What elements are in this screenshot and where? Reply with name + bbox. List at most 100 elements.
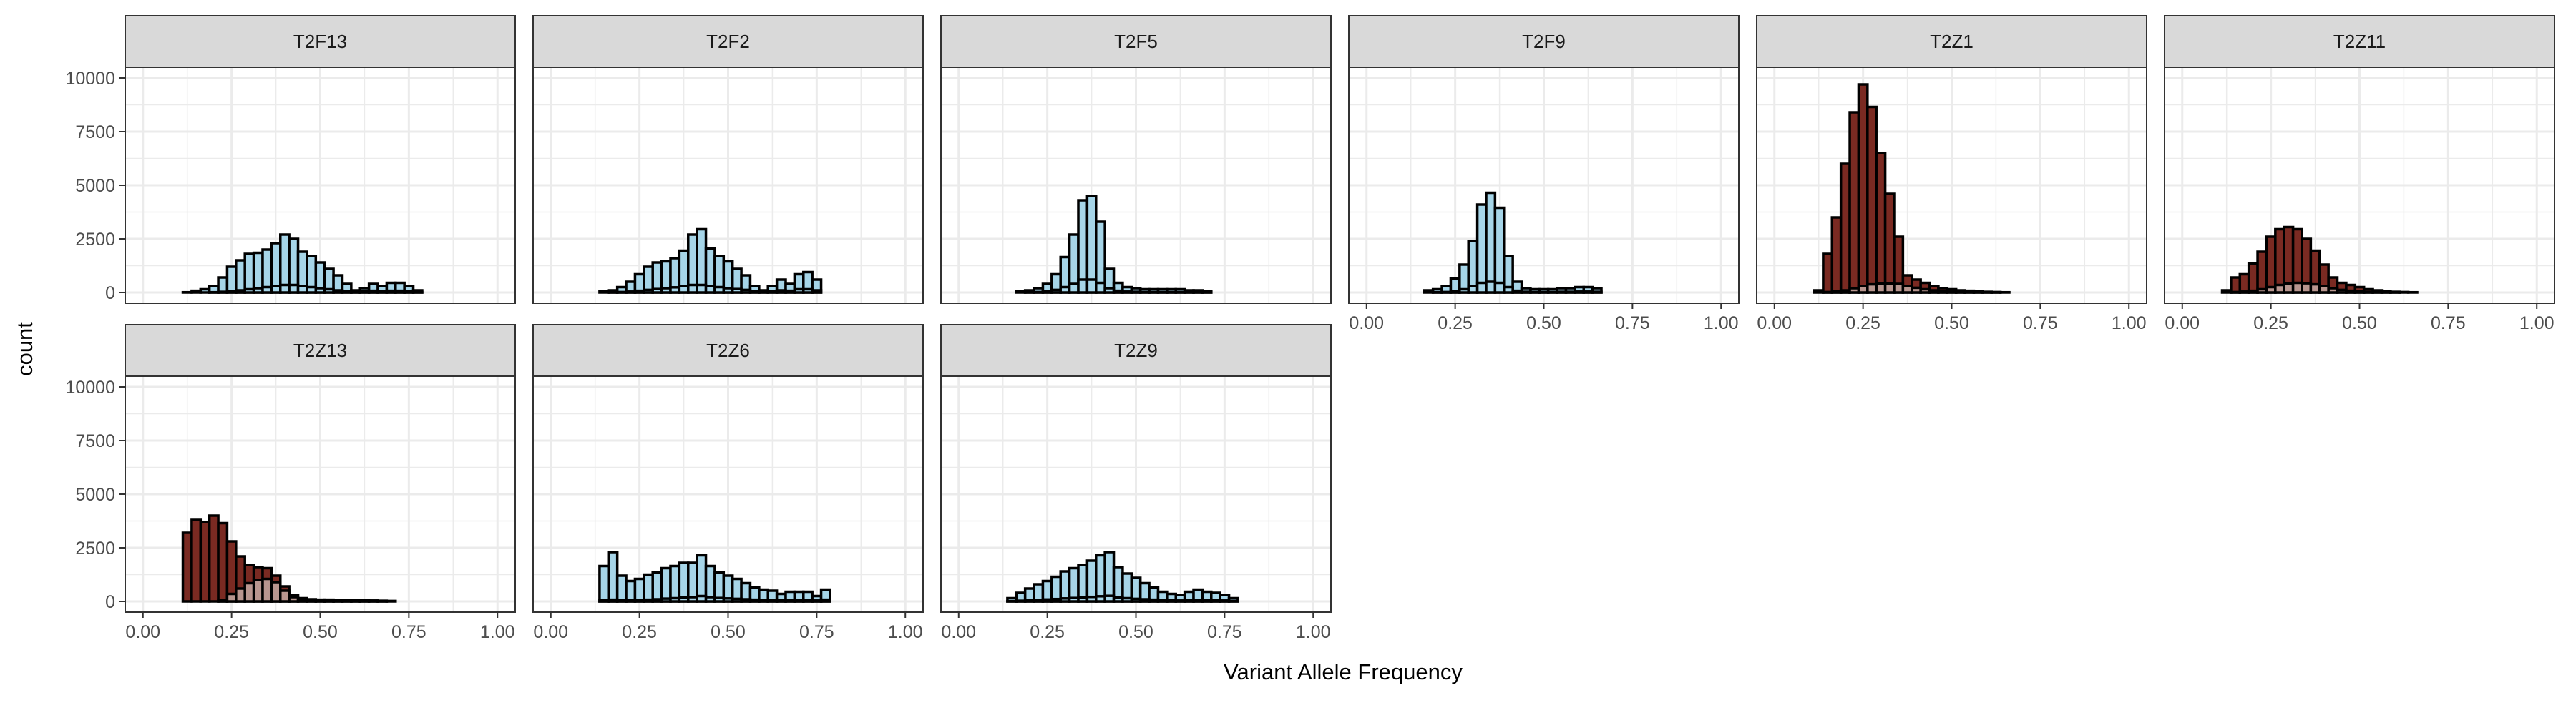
histogram-overlay-bar — [768, 291, 776, 292]
histogram-overlay-bar — [697, 596, 706, 602]
histogram-overlay-bar — [777, 290, 786, 292]
histogram-overlay-bar — [2284, 283, 2293, 292]
facet-strip-label: T2Z9 — [1114, 340, 1158, 361]
histogram-overlay-bar — [794, 600, 803, 601]
histogram-overlay-bar — [1513, 291, 1521, 292]
histogram-overlay-bar — [635, 600, 643, 601]
histogram-overlay-bar — [2249, 291, 2258, 292]
x-tick-label: 0.00 — [125, 622, 160, 642]
histogram-bar — [1424, 290, 1433, 292]
histogram-bar — [653, 573, 661, 602]
histogram-overlay-bar — [1894, 284, 1903, 292]
histogram-bar — [1815, 290, 1823, 292]
y-tick-label: 0 — [105, 283, 115, 303]
histogram-overlay-bar — [342, 291, 351, 292]
histogram-overlay-bar — [608, 600, 617, 601]
histogram-overlay-bar — [2275, 285, 2284, 293]
histogram-overlay-bar — [1194, 600, 1202, 601]
histogram-overlay-bar — [662, 599, 670, 601]
histogram-bar — [1078, 565, 1087, 601]
histogram-overlay-bar — [404, 292, 413, 293]
histogram-bar — [600, 292, 608, 293]
histogram-overlay-bar — [804, 600, 812, 601]
histogram-bar — [210, 516, 218, 601]
histogram-bar — [227, 267, 235, 292]
x-tick-label: 0.00 — [941, 622, 976, 642]
y-tick-label: 2500 — [75, 230, 115, 250]
x-tick-label: 0.25 — [622, 622, 657, 642]
histogram-overlay-bar — [254, 580, 263, 601]
x-tick-label: 1.00 — [1296, 622, 1331, 642]
histogram-overlay-bar — [1868, 285, 1876, 292]
histogram-overlay-bar — [1149, 600, 1158, 601]
histogram-bar — [1858, 84, 1867, 292]
x-tick-label: 0.50 — [1526, 313, 1561, 333]
histogram-bar — [608, 552, 617, 601]
histogram-bar — [688, 563, 697, 601]
x-tick-label: 0.75 — [2023, 313, 2058, 333]
histogram-bar — [2249, 264, 2258, 293]
histogram-bar — [618, 576, 626, 601]
histogram-overlay-bar — [644, 290, 653, 292]
histogram-overlay-bar — [750, 292, 758, 293]
y-tick-label: 5000 — [75, 176, 115, 196]
histogram-bar — [2223, 290, 2231, 292]
histogram-bar — [697, 556, 706, 602]
histogram-overlay-bar — [777, 601, 786, 602]
histogram-overlay-bar — [307, 287, 316, 293]
histogram-bar — [1495, 208, 1503, 293]
histogram-overlay-bar — [653, 599, 661, 601]
histogram-bar — [1832, 217, 1840, 292]
histogram-overlay-bar — [236, 589, 245, 601]
x-tick-label: 0.50 — [303, 622, 338, 642]
histogram-bar — [192, 520, 200, 601]
histogram-overlay-bar — [1052, 599, 1060, 601]
y-tick-label: 7500 — [75, 122, 115, 142]
histogram-overlay-bar — [236, 290, 245, 292]
histogram-overlay-bar — [759, 600, 768, 601]
histogram-overlay-bar — [1105, 288, 1113, 292]
histogram-overlay-bar — [1903, 286, 1911, 292]
histogram-overlay-bar — [679, 286, 688, 292]
histogram-bar — [1060, 571, 1069, 601]
panel-T2F2: T2F2 — [533, 16, 923, 303]
histogram-overlay-bar — [1921, 290, 1929, 293]
facet-strip-label: T2F13 — [293, 31, 347, 52]
histogram-overlay-bar — [697, 285, 706, 293]
histogram-bar — [600, 566, 608, 602]
histogram-overlay-bar — [1105, 596, 1113, 601]
histogram-bar — [1841, 164, 1850, 292]
x-tick-label: 0.25 — [214, 622, 249, 642]
histogram-bar — [200, 522, 209, 601]
histogram-overlay-bar — [733, 289, 741, 292]
histogram-bar — [2266, 237, 2275, 292]
histogram-overlay-bar — [386, 291, 395, 292]
facet-strip-label: T2F5 — [1114, 31, 1158, 52]
histogram-overlay-bar — [271, 582, 280, 601]
histogram-overlay-bar — [644, 600, 653, 601]
histogram-overlay-bar — [750, 600, 758, 601]
histogram-overlay-bar — [1114, 291, 1123, 292]
histogram-bar — [1105, 552, 1113, 601]
histogram-overlay-bar — [1034, 600, 1043, 601]
histogram-overlay-bar — [316, 288, 324, 292]
x-tick-label: 0.25 — [1030, 622, 1065, 642]
histogram-overlay-bar — [333, 290, 342, 292]
histogram-overlay-bar — [298, 286, 307, 292]
histogram-overlay-bar — [1841, 290, 1850, 292]
x-tick-label: 0.75 — [1615, 313, 1650, 333]
histogram-overlay-bar — [1070, 598, 1078, 601]
histogram-overlay-bar — [741, 290, 750, 292]
histogram-overlay-bar — [1885, 283, 1894, 292]
histogram-bar — [245, 254, 253, 292]
histogram-overlay-bar — [227, 594, 235, 602]
histogram-overlay-bar — [786, 291, 794, 292]
x-tick-label: 0.25 — [2253, 313, 2288, 333]
histogram-overlay-bar — [662, 288, 670, 292]
facet-strip-label: T2F9 — [1522, 31, 1566, 52]
histogram-overlay-bar — [1460, 290, 1468, 293]
histogram-overlay-bar — [1912, 287, 1921, 292]
